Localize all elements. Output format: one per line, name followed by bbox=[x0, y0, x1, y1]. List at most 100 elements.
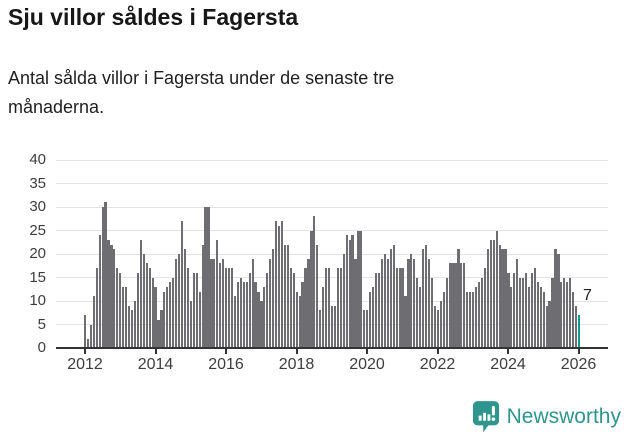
bar bbox=[527, 286, 531, 348]
brand-name: Newsworthy bbox=[506, 405, 621, 428]
bar bbox=[116, 268, 119, 348]
bar bbox=[139, 239, 142, 348]
gridline bbox=[56, 277, 608, 278]
bar bbox=[98, 235, 101, 348]
bar bbox=[163, 291, 166, 348]
bar bbox=[245, 282, 248, 348]
bar bbox=[375, 272, 378, 348]
x-tick-label: 2022 bbox=[419, 356, 456, 373]
bar bbox=[248, 272, 251, 348]
bar bbox=[310, 230, 313, 348]
bar bbox=[477, 282, 481, 348]
bar bbox=[313, 216, 316, 348]
bar bbox=[516, 258, 519, 348]
bar bbox=[186, 268, 189, 348]
bar bbox=[319, 310, 322, 348]
bar bbox=[342, 254, 345, 348]
bar bbox=[472, 291, 475, 348]
gridline bbox=[56, 159, 608, 161]
x-tick-mark bbox=[225, 349, 227, 354]
bar bbox=[466, 291, 469, 348]
bar bbox=[198, 291, 201, 348]
bar bbox=[189, 301, 192, 348]
bar bbox=[551, 277, 554, 348]
bar bbox=[427, 258, 431, 348]
bar bbox=[172, 277, 175, 348]
bar bbox=[339, 268, 342, 348]
bar bbox=[177, 254, 181, 348]
bar bbox=[154, 286, 157, 348]
bar bbox=[333, 305, 337, 348]
bar bbox=[183, 249, 187, 348]
bar bbox=[463, 263, 466, 348]
bar bbox=[495, 230, 498, 348]
bar bbox=[507, 272, 510, 348]
bar bbox=[522, 277, 525, 348]
bar bbox=[110, 244, 113, 348]
bar bbox=[574, 305, 578, 348]
x-tick-label: 2024 bbox=[490, 356, 526, 373]
bar bbox=[448, 263, 451, 348]
bar bbox=[92, 296, 95, 348]
chart-title: Sju villor såldes i Fagersta bbox=[8, 4, 299, 30]
bar bbox=[492, 239, 495, 348]
bar bbox=[513, 272, 516, 348]
bar bbox=[407, 258, 410, 348]
bar bbox=[348, 239, 351, 348]
x-tick-mark bbox=[577, 349, 580, 354]
x-tick-label: 2014 bbox=[137, 356, 174, 373]
bar bbox=[430, 277, 434, 348]
bar bbox=[213, 258, 216, 348]
bar bbox=[404, 296, 407, 348]
bar bbox=[210, 258, 213, 348]
bar bbox=[474, 286, 478, 348]
x-tick-mark bbox=[295, 349, 298, 354]
highlighted-bar bbox=[577, 315, 581, 348]
bar bbox=[251, 258, 254, 348]
bar bbox=[369, 291, 372, 348]
bar bbox=[133, 301, 137, 348]
bar bbox=[533, 268, 536, 348]
bar bbox=[169, 282, 172, 348]
gridline bbox=[56, 183, 608, 184]
bar bbox=[222, 258, 225, 348]
x-tick-mark bbox=[436, 349, 439, 354]
bar bbox=[113, 249, 116, 348]
bar bbox=[377, 272, 381, 348]
bar bbox=[304, 268, 307, 348]
bar bbox=[357, 230, 360, 348]
bar bbox=[557, 254, 560, 348]
gridline bbox=[56, 206, 608, 208]
bar bbox=[422, 249, 425, 348]
bar bbox=[327, 268, 331, 348]
bar bbox=[236, 282, 239, 348]
bar bbox=[389, 249, 392, 348]
y-tick-label: 0 bbox=[37, 339, 46, 356]
bar bbox=[272, 249, 275, 348]
bar bbox=[283, 244, 287, 348]
bar bbox=[451, 263, 454, 348]
bar bbox=[86, 338, 90, 348]
bar bbox=[439, 301, 442, 348]
y-tick-label: 15 bbox=[29, 268, 46, 286]
bar bbox=[157, 319, 160, 348]
bar bbox=[480, 277, 484, 348]
bar bbox=[142, 254, 145, 348]
bar bbox=[554, 249, 557, 348]
bar bbox=[372, 286, 375, 348]
bar bbox=[225, 268, 228, 348]
bar bbox=[351, 235, 354, 348]
bar bbox=[201, 244, 204, 348]
bar bbox=[536, 282, 539, 348]
bar bbox=[483, 268, 486, 348]
x-tick-mark bbox=[154, 349, 157, 354]
x-tick-mark bbox=[84, 349, 86, 354]
y-tick-label: 30 bbox=[29, 198, 46, 215]
x-tick-label: 2016 bbox=[208, 356, 244, 373]
bar bbox=[145, 263, 148, 348]
bar bbox=[572, 291, 575, 348]
x-tick-label: 2012 bbox=[67, 356, 103, 373]
x-axis-line bbox=[56, 346, 608, 349]
